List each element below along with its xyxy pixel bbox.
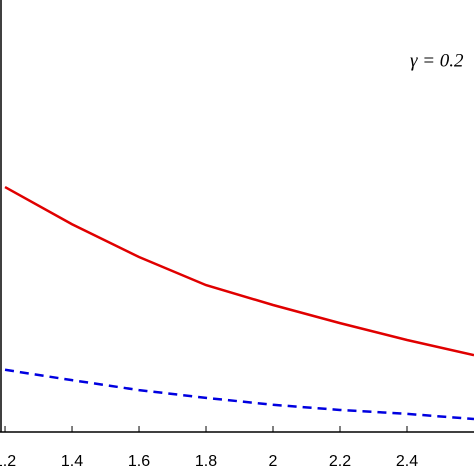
x-tick-label: 2.2 <box>329 453 351 470</box>
x-tick-label: 2.4 <box>396 453 418 470</box>
series-line <box>4 368 474 421</box>
x-tick-label: 1.4 <box>61 453 83 470</box>
annotation: γ = 0.2 <box>410 50 464 71</box>
series-line <box>4 185 474 357</box>
x-tick-label: 2 <box>269 453 278 470</box>
x-tick-label: 1.2 <box>0 453 16 470</box>
x-tick-label: 1.6 <box>128 453 150 470</box>
x-tick-label: 1.8 <box>195 453 217 470</box>
